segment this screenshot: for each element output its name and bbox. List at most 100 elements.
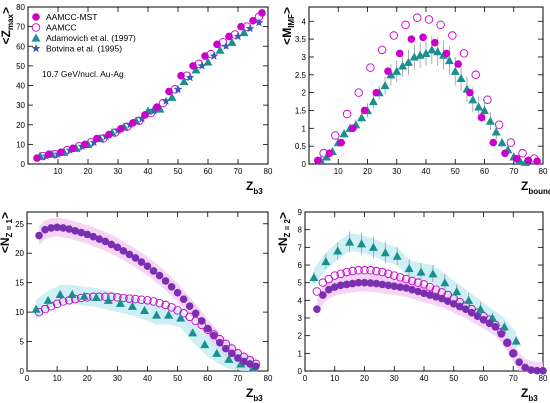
- data-point: [497, 330, 506, 338]
- data-point: [113, 243, 122, 252]
- data-point: [456, 73, 466, 82]
- data-point: [336, 269, 345, 279]
- data-point: [438, 294, 446, 303]
- data-point: [191, 309, 200, 318]
- data-point: [143, 296, 152, 305]
- data-point: [91, 292, 101, 301]
- x-tick-label: 70: [233, 374, 242, 383]
- data-point: [149, 106, 159, 115]
- x-tick-label: 30: [390, 374, 399, 383]
- series-aamcc-mst: [35, 223, 260, 371]
- data-point: [245, 24, 255, 33]
- data-point: [77, 228, 86, 237]
- y-tick-label: 0: [21, 160, 26, 169]
- data-point: [524, 156, 533, 165]
- data-point: [70, 294, 80, 304]
- data-point: [372, 88, 381, 97]
- x-tick-label: 20: [363, 167, 372, 176]
- data-point: [466, 88, 474, 97]
- data-point: [442, 49, 451, 58]
- data-point: [477, 113, 486, 122]
- data-point: [372, 279, 381, 288]
- data-point: [342, 267, 351, 277]
- data-point: [209, 51, 219, 60]
- data-point: [105, 130, 113, 139]
- data-point: [191, 65, 201, 74]
- data-point: [449, 300, 458, 308]
- x-tick-label: 50: [449, 374, 458, 383]
- data-point: [167, 92, 177, 101]
- data-point: [506, 138, 516, 147]
- data-point: [137, 114, 147, 123]
- data-point: [161, 277, 170, 285]
- y-tick-label: 5: [298, 279, 303, 288]
- legend-marker: [31, 33, 41, 42]
- data-point: [404, 264, 414, 273]
- data-point: [35, 231, 43, 240]
- data-point: [357, 113, 367, 122]
- data-point: [413, 278, 423, 287]
- data-point: [325, 285, 333, 294]
- annotation: 10.7 GeV/nucl. Au-Ag: [42, 69, 124, 79]
- y-tick-label: 0: [302, 160, 307, 169]
- data-point: [115, 298, 125, 307]
- series-aamcc-mst: [33, 9, 266, 162]
- series-adamovich-et-al-1997: [309, 231, 521, 347]
- data-point: [424, 15, 434, 24]
- data-point: [390, 271, 399, 280]
- data-point: [342, 109, 352, 119]
- data-point: [43, 295, 53, 304]
- legend-marker: [31, 44, 41, 53]
- data-point: [392, 251, 402, 260]
- data-point: [41, 225, 49, 234]
- data-point: [233, 31, 243, 41]
- data-point: [497, 138, 507, 147]
- y-tick-label: 2: [298, 332, 303, 341]
- data-point: [141, 111, 149, 119]
- y-tick-label: 2: [302, 89, 307, 98]
- data-point: [378, 267, 387, 277]
- data-point: [509, 349, 518, 358]
- y-tick-label: 20: [16, 121, 25, 130]
- x-tick-label: 20: [360, 374, 369, 383]
- data-point: [59, 224, 67, 232]
- data-point: [200, 340, 210, 349]
- data-point: [368, 242, 378, 251]
- data-point: [401, 274, 411, 284]
- data-point: [339, 129, 349, 138]
- data-point: [152, 310, 162, 319]
- y-tick-label: 1: [298, 349, 303, 358]
- y-tick-label: 3.5: [295, 35, 307, 44]
- x-tick-label: 30: [113, 374, 122, 383]
- data-point: [57, 148, 65, 157]
- data-point: [107, 292, 116, 302]
- data-point: [103, 295, 113, 304]
- data-point: [161, 96, 171, 105]
- data-point: [129, 118, 137, 127]
- x-axis-title: Zbound: [521, 179, 550, 196]
- x-axis-title: Zb3: [246, 386, 263, 403]
- y-tick-label: 1.5: [295, 106, 307, 115]
- data-point: [228, 349, 236, 358]
- data-point: [450, 66, 460, 75]
- data-point: [407, 276, 417, 286]
- data-point: [392, 66, 402, 75]
- data-point: [421, 48, 431, 57]
- data-point: [427, 45, 437, 54]
- data-point: [173, 84, 183, 94]
- data-point: [234, 354, 242, 362]
- data-point: [52, 299, 62, 309]
- legend-marker: [31, 23, 41, 32]
- data-point: [119, 293, 128, 303]
- data-point: [401, 20, 410, 30]
- y-tick-label: 7: [298, 243, 303, 252]
- x-tick-label: 30: [392, 167, 401, 176]
- legend-label: Botvina et al. (1995): [46, 44, 122, 54]
- data-point: [372, 266, 381, 276]
- legend-marker: [32, 13, 40, 21]
- series-aamcc-mst: [313, 278, 547, 375]
- x-tick-label: 60: [479, 374, 488, 383]
- data-point: [485, 319, 494, 328]
- x-tick-label: 60: [203, 374, 212, 383]
- x-tick-label: 80: [539, 167, 548, 176]
